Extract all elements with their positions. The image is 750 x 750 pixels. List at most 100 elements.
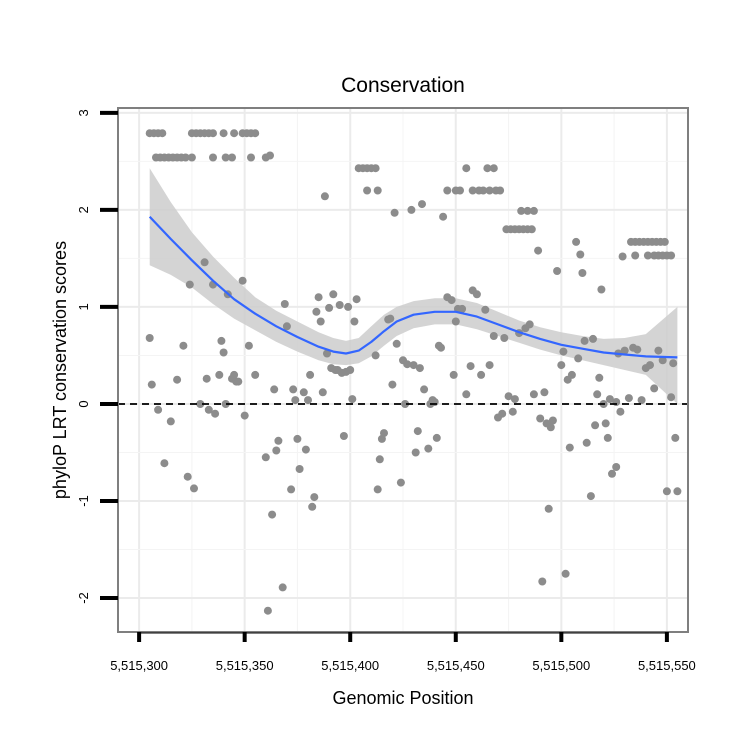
data-point xyxy=(546,423,555,432)
data-point xyxy=(183,472,192,481)
data-point xyxy=(411,448,420,457)
data-point xyxy=(605,395,614,404)
data-point xyxy=(443,186,452,195)
data-point xyxy=(437,343,445,352)
data-point xyxy=(380,429,388,438)
data-point xyxy=(601,419,610,428)
data-point xyxy=(529,206,538,215)
data-point xyxy=(415,364,424,373)
data-point xyxy=(352,295,361,304)
confidence-ribbon xyxy=(149,168,678,404)
data-point xyxy=(582,438,591,447)
data-point xyxy=(608,469,616,478)
y-tick-label: -1 xyxy=(76,495,91,507)
data-point xyxy=(466,362,475,371)
data-point xyxy=(673,487,682,496)
panel-border xyxy=(117,107,689,633)
data-point xyxy=(633,345,642,354)
data-point xyxy=(565,443,574,452)
data-point xyxy=(346,366,355,374)
data-point xyxy=(289,385,298,394)
data-point xyxy=(266,151,274,160)
confidence-ribbon-group xyxy=(149,168,678,404)
data-point xyxy=(418,200,426,209)
data-point xyxy=(481,305,490,314)
data-point xyxy=(589,334,597,343)
data-point xyxy=(202,374,211,383)
data-point xyxy=(409,361,418,370)
data-point xyxy=(228,153,236,162)
x-axis: 5,515,300 5,515,350 5,515,400 5,515,450 5,51… xyxy=(110,632,696,673)
data-point xyxy=(574,354,583,363)
data-point xyxy=(508,407,517,416)
data-point xyxy=(147,380,156,389)
data-point xyxy=(559,347,568,356)
data-point xyxy=(504,392,513,401)
data-point xyxy=(274,436,283,445)
data-point xyxy=(187,153,196,162)
data-point xyxy=(287,485,296,494)
data-point xyxy=(308,502,317,511)
data-point xyxy=(304,396,312,405)
data-point xyxy=(637,396,646,405)
data-point xyxy=(485,186,494,195)
data-point xyxy=(190,484,198,493)
data-point xyxy=(196,400,205,408)
data-point xyxy=(209,153,217,162)
data-point xyxy=(306,370,315,379)
data-point xyxy=(278,583,287,592)
data-point xyxy=(536,414,545,423)
data-point xyxy=(667,393,676,402)
data-point xyxy=(523,206,532,215)
data-point xyxy=(293,434,302,443)
x-tick-label: 5,515,350 xyxy=(216,658,274,673)
data-point xyxy=(538,577,547,586)
data-point xyxy=(238,276,247,285)
data-point xyxy=(572,237,581,246)
data-point xyxy=(658,356,667,365)
data-point xyxy=(371,164,380,173)
data-point xyxy=(204,405,213,414)
data-point xyxy=(318,388,327,397)
data-point xyxy=(221,153,230,162)
data-point xyxy=(373,485,382,494)
data-point xyxy=(251,370,260,379)
data-point xyxy=(310,493,319,502)
data-point xyxy=(185,280,194,289)
data-point xyxy=(525,320,534,329)
x-axis-label: Genomic Position xyxy=(332,688,473,708)
data-point xyxy=(413,427,422,436)
data-point xyxy=(620,346,629,355)
data-point xyxy=(335,301,344,309)
data-point xyxy=(553,267,562,275)
data-point xyxy=(447,296,456,305)
data-point xyxy=(451,317,460,326)
data-point xyxy=(612,463,621,471)
data-point xyxy=(320,192,329,201)
y-tick-label: 3 xyxy=(76,109,91,116)
data-point xyxy=(603,433,612,442)
y-axis: -2 -1 0 1 2 3 xyxy=(76,109,118,604)
chart-title: Conservation xyxy=(341,74,465,97)
data-point xyxy=(424,444,433,453)
data-point xyxy=(312,307,321,316)
data-point xyxy=(669,359,678,368)
data-point xyxy=(295,465,304,473)
data-point xyxy=(586,492,595,501)
data-point xyxy=(477,370,486,379)
data-point xyxy=(483,164,492,173)
data-point xyxy=(350,317,359,326)
data-point xyxy=(472,290,481,299)
data-point xyxy=(432,433,441,442)
data-point xyxy=(517,206,526,215)
data-point xyxy=(329,290,338,299)
data-point xyxy=(403,360,412,369)
data-point xyxy=(179,341,188,350)
y-tick-label: 1 xyxy=(76,303,91,310)
y-tick-label: 0 xyxy=(76,400,91,407)
data-point xyxy=(261,453,270,462)
data-point xyxy=(576,250,585,259)
data-point xyxy=(301,445,310,454)
